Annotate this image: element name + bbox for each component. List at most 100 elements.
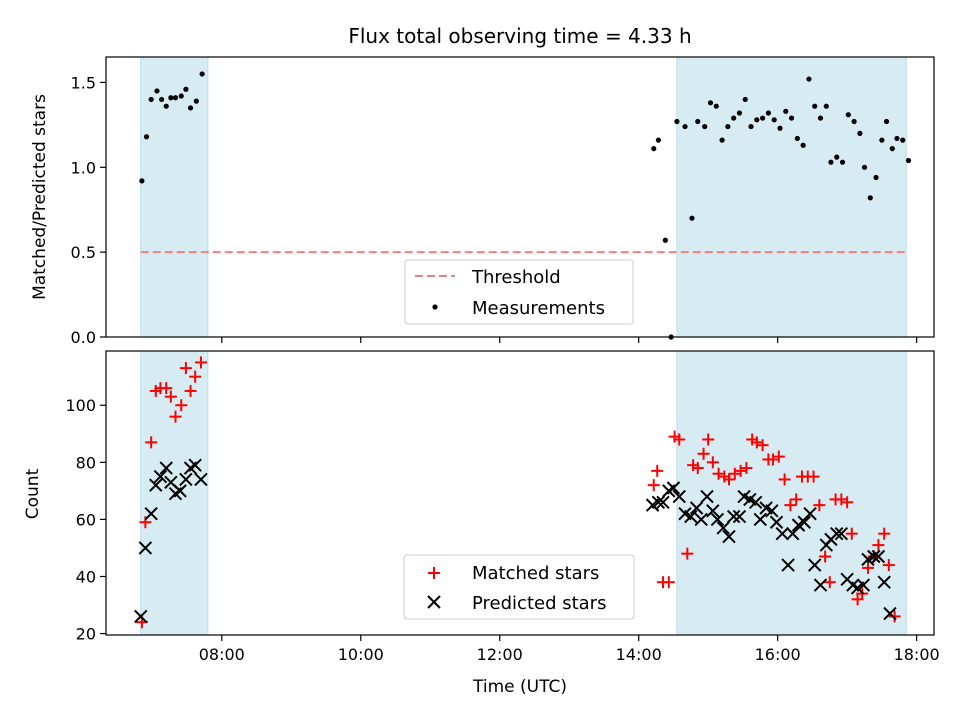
matched-star-point	[845, 527, 858, 540]
predicted-star-point	[856, 578, 871, 592]
matched-star-point	[164, 390, 177, 403]
matched-star-point	[888, 610, 901, 623]
top-y-tick-label: 1.5	[71, 73, 96, 92]
measurement-point	[879, 137, 885, 143]
measurement-point	[828, 159, 834, 165]
measurement-point	[783, 108, 789, 114]
bottom-y-tick-label: 80	[76, 453, 96, 472]
bottom-plot-frame	[105, 350, 935, 636]
bottom-y-tick-label: 60	[76, 510, 96, 529]
bottom-y-axis-label: Count	[23, 468, 43, 519]
predicted-star-point	[871, 549, 886, 564]
matched-star-point	[841, 496, 854, 509]
matched-star-point	[767, 453, 780, 466]
predicted-star-point	[867, 549, 881, 564]
measurement-point	[725, 123, 731, 130]
predicted-star-point	[786, 526, 800, 541]
matched-star-point	[778, 473, 791, 486]
matched-star-point	[740, 462, 753, 475]
matched-star-point	[728, 467, 741, 480]
observing-window-1	[676, 350, 907, 636]
matched-star-point	[647, 479, 660, 492]
measurement-point	[812, 103, 818, 109]
matched-star-point	[706, 456, 719, 469]
predicted-star-point	[877, 575, 891, 589]
measurement-point	[806, 76, 812, 82]
matched-star-point	[169, 410, 182, 423]
measurement-point	[823, 103, 829, 109]
measurement-point	[851, 118, 857, 125]
predicted-star-point	[173, 484, 187, 498]
measurement-point	[742, 96, 748, 103]
measurement-point	[163, 103, 169, 109]
measurement-point	[839, 159, 846, 165]
x-tick-label: 08:00	[199, 645, 245, 664]
matched-star-point	[651, 464, 664, 477]
measurement-point	[857, 130, 863, 136]
bottom-panel: 20 40 60 80 100 08:00 10:00 12:00 14:00 16:00 18:…	[23, 350, 940, 697]
matched-star-point	[813, 499, 826, 512]
legend-predicted-x-icon	[427, 595, 441, 609]
matched-star-point	[175, 399, 188, 412]
measurement-point	[873, 174, 879, 181]
top-legend: Threshold Measurements	[404, 259, 634, 325]
matched-star-point	[790, 493, 803, 506]
legend-threshold-label: Threshold	[471, 267, 561, 288]
measurement-point	[736, 110, 743, 116]
matched-star-point	[734, 464, 747, 477]
measurement-point	[794, 135, 800, 142]
legend-matched-label: Matched stars	[472, 563, 599, 584]
measurement-point	[889, 146, 895, 152]
legend-predicted-label: Predicted stars	[472, 593, 606, 614]
predicted-star-point	[149, 478, 163, 492]
measurement-point	[651, 146, 657, 152]
measurement-point	[187, 105, 194, 111]
predicted-star-point	[706, 504, 720, 518]
predicted-star-point	[753, 512, 768, 527]
measurement-point	[900, 137, 906, 143]
predicted-star-point	[797, 515, 812, 529]
matched-star-point	[784, 499, 797, 512]
matched-star-point	[872, 539, 885, 552]
predicted-star-point	[700, 489, 714, 504]
predicted-star-point	[188, 458, 202, 472]
predicted-star-point	[769, 515, 784, 529]
measurement-point	[817, 115, 824, 121]
measurement-point	[845, 112, 851, 118]
predicted-star-point	[194, 472, 208, 487]
predicted-star-point	[722, 529, 736, 544]
predicted-star-point	[775, 526, 790, 541]
predicted-star-point	[732, 509, 747, 524]
matched-star-point	[662, 576, 675, 589]
measurement-point	[713, 103, 719, 109]
predicted-star-point	[765, 504, 779, 518]
matched-star-point	[194, 356, 207, 369]
predicted-star-point	[813, 578, 828, 592]
matched-star-point	[861, 561, 874, 574]
x-tick-label: 12:00	[477, 645, 523, 664]
measurement-point	[143, 134, 150, 140]
predicted-star-point	[808, 558, 822, 572]
measurement-point	[707, 100, 714, 106]
measurement-point	[689, 215, 695, 221]
measurement-point	[148, 96, 154, 103]
predicted-star-point	[153, 469, 168, 484]
measurement-point	[754, 117, 760, 123]
predicted-star-point	[666, 481, 681, 495]
top-y-axis-label: Matched/Predicted stars	[30, 94, 50, 300]
measurement-point	[193, 98, 199, 104]
matched-star-point	[712, 467, 725, 480]
measurement-point	[662, 237, 668, 243]
measurement-point	[183, 86, 189, 92]
matched-star-point	[882, 559, 895, 572]
predicted-star-point	[672, 489, 686, 504]
predicted-star-point	[159, 461, 173, 475]
predicted-star-point	[138, 541, 153, 555]
matched-star-point	[723, 473, 736, 486]
legend-measurement-dot-icon	[432, 304, 438, 310]
matched-star-point	[145, 436, 158, 449]
measurement-point	[788, 115, 795, 121]
chart-title: Flux total observing time = 4.33 h	[348, 24, 691, 48]
bottom-y-tick-label: 100	[65, 396, 96, 415]
